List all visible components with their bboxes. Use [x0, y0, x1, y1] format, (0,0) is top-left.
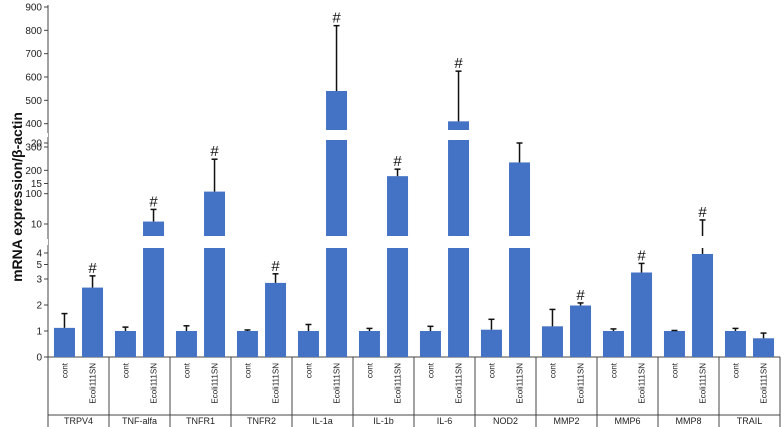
- bar: [692, 253, 714, 357]
- axis-break-band: [49, 236, 781, 248]
- axis-break-mark: [34, 133, 48, 137]
- y-tick-label: 600: [25, 73, 42, 84]
- group-label: IL-6: [437, 416, 453, 426]
- y-tick-label: 3: [36, 275, 42, 286]
- y-tick-label: 100: [25, 189, 42, 200]
- group-label: MMP8: [675, 416, 701, 426]
- bar: [753, 338, 775, 357]
- bar: [53, 327, 75, 357]
- bar-category-label: cont: [731, 362, 740, 378]
- bar-category-label: Ecoli111SN: [638, 363, 647, 404]
- group-label: TRAIL: [737, 416, 763, 426]
- significance-marker: #: [210, 143, 219, 160]
- y-tick-label: 200: [25, 166, 42, 177]
- bar: [480, 329, 502, 357]
- bar: [509, 162, 531, 357]
- bar-category-label: Ecoli111SN: [760, 363, 769, 404]
- bar-category-label: cont: [365, 362, 374, 378]
- group-label: NOD2: [493, 416, 518, 426]
- bar: [326, 91, 348, 357]
- group-label: MMP2: [553, 416, 579, 426]
- bar: [114, 331, 136, 357]
- significance-marker: #: [149, 193, 158, 210]
- bar-category-label: cont: [487, 362, 496, 378]
- y-tick-label: 1: [36, 327, 42, 338]
- y-tick-label: 500: [25, 96, 42, 107]
- axis-break-mark: [34, 239, 48, 245]
- significance-marker: #: [576, 287, 585, 304]
- group-label: TNFR2: [247, 416, 276, 426]
- y-tick-label: 800: [25, 26, 42, 37]
- bar: [570, 305, 592, 357]
- bar: [358, 331, 380, 357]
- bar-category-label: Ecoli111SN: [699, 363, 708, 404]
- significance-marker: #: [454, 55, 463, 72]
- y-tick-label: 0: [36, 353, 42, 364]
- bar: [143, 221, 165, 357]
- bar-category-label: Ecoli111SN: [394, 363, 403, 404]
- bar-category-label: cont: [670, 362, 679, 378]
- bar: [82, 287, 104, 357]
- significance-marker: #: [698, 204, 707, 221]
- y-tick-label: 5: [36, 260, 42, 271]
- y-tick-label: 900: [25, 3, 42, 14]
- bar-category-label: Ecoli111SN: [577, 363, 586, 404]
- significance-marker: #: [393, 153, 402, 170]
- bar: [631, 272, 653, 357]
- bar-category-label: cont: [609, 362, 618, 378]
- group-label: TNF-alfa: [122, 416, 157, 426]
- bar-category-label: Ecoli111SN: [89, 363, 98, 404]
- bar: [297, 331, 319, 357]
- significance-marker: #: [271, 258, 280, 275]
- bar-category-label: cont: [548, 362, 557, 378]
- group-label: TRPV4: [64, 416, 93, 426]
- bar: [204, 191, 226, 357]
- bar-category-label: cont: [121, 362, 130, 378]
- group-label: IL-1a: [312, 416, 333, 426]
- bar: [602, 331, 624, 357]
- bar-category-label: cont: [304, 362, 313, 378]
- bar-category-label: Ecoli111SN: [272, 363, 281, 404]
- y-tick-label: 20: [31, 139, 43, 150]
- y-tick-label: 300: [25, 143, 42, 154]
- bar: [236, 331, 258, 357]
- significance-marker: #: [88, 260, 97, 277]
- bar-category-label: cont: [60, 362, 69, 378]
- significance-marker: #: [637, 247, 646, 264]
- bar-category-label: cont: [426, 362, 435, 378]
- significance-marker: #: [332, 10, 341, 27]
- bar: [419, 331, 441, 357]
- bar-category-label: Ecoli111SN: [455, 363, 464, 404]
- y-tick-label: 10: [31, 220, 43, 231]
- group-label: MMP6: [614, 416, 640, 426]
- group-label: IL-1b: [373, 416, 394, 426]
- bar: [175, 331, 197, 357]
- bar-category-label: Ecoli111SN: [211, 363, 220, 404]
- y-axis-label: mRNA expression/β-actin: [9, 112, 25, 282]
- bar-category-label: Ecoli111SN: [150, 363, 159, 404]
- bar-category-label: cont: [243, 362, 252, 378]
- bar: [724, 331, 746, 357]
- y-tick-label: 2: [36, 301, 42, 312]
- y-tick-label: 4: [36, 249, 42, 260]
- y-tick-label: 400: [25, 119, 42, 130]
- y-tick-label: 700: [25, 49, 42, 60]
- bar-category-label: Ecoli111SN: [516, 363, 525, 404]
- bar: [387, 176, 409, 357]
- y-tick-label: 15: [31, 179, 43, 190]
- group-label: TNFR1: [186, 416, 215, 426]
- bar: [265, 282, 287, 357]
- bar-category-label: Ecoli111SN: [333, 363, 342, 404]
- bar: [541, 326, 563, 357]
- bar: [663, 331, 685, 357]
- axis-break-band: [49, 130, 781, 140]
- bar-category-label: cont: [182, 362, 191, 378]
